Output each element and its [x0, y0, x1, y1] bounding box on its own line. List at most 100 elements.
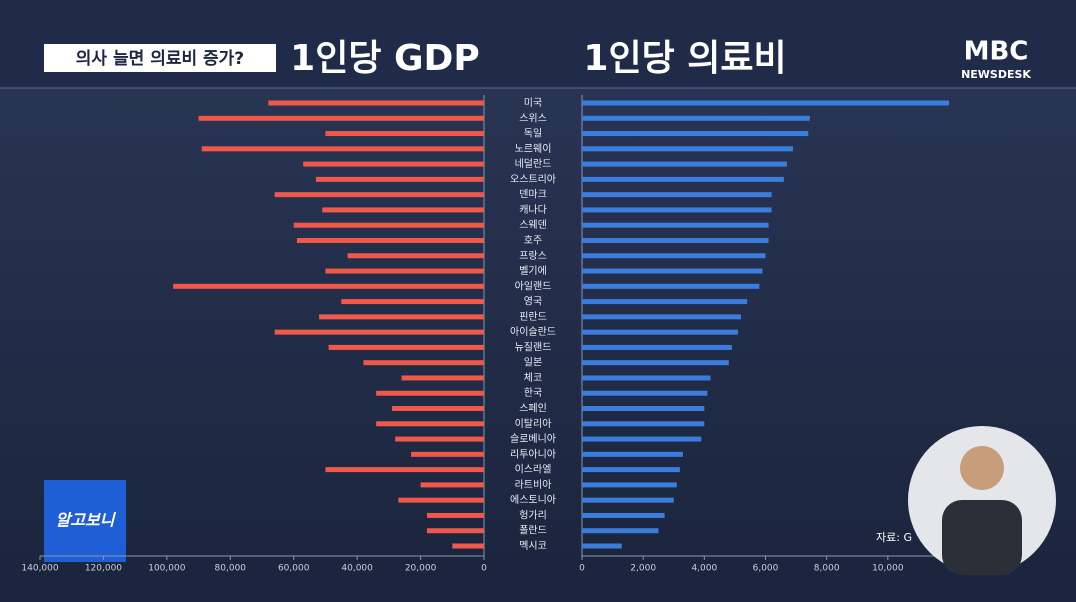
category-label: 벨기에: [519, 265, 547, 277]
bar: [363, 360, 484, 366]
category-label: 뉴질랜드: [515, 341, 552, 353]
bar: [582, 528, 659, 534]
category-label: 오스트리아: [510, 173, 556, 185]
bar: [274, 329, 484, 335]
category-label: 덴마크: [519, 189, 547, 201]
x-tick-label: 20,000: [405, 564, 437, 574]
bar: [582, 161, 787, 167]
bar: [582, 207, 772, 213]
category-label: 스페인: [519, 403, 547, 415]
bar: [173, 283, 484, 289]
badge-box: [44, 480, 126, 562]
bar: [582, 512, 665, 518]
category-label: 일본: [524, 357, 542, 369]
bar: [322, 207, 484, 213]
category-label: 에스토니아: [510, 494, 556, 506]
bar: [582, 192, 772, 198]
category-label: 독일: [524, 128, 542, 140]
x-tick-label: 140,000: [21, 564, 58, 574]
category-label: 핀란드: [519, 311, 547, 323]
bar: [401, 375, 484, 381]
bar: [582, 299, 748, 305]
bar: [582, 222, 769, 228]
x-tick-label: 0: [481, 564, 487, 574]
x-tick-label: 120,000: [85, 564, 122, 574]
bar: [582, 375, 711, 381]
category-label: 노르웨이: [515, 143, 552, 155]
plot: 미국스위스독일노르웨이네덜란드오스트리아덴마크캐나다스웨덴호주프랑스벨기에아일랜…: [21, 95, 949, 574]
logo: MBC: [964, 37, 1029, 67]
x-tick-label: 4,000: [691, 564, 717, 574]
signer: [942, 500, 1022, 575]
source: 자료: G: [876, 531, 912, 544]
bar: [582, 176, 784, 182]
category-label: 체코: [524, 372, 542, 384]
category-label: 아일랜드: [515, 280, 552, 292]
bar: [198, 115, 485, 121]
bar: [296, 237, 484, 243]
bar: [426, 528, 484, 534]
bar: [376, 421, 484, 427]
bar: [315, 176, 484, 182]
title-left: 1인당 GDP: [290, 38, 480, 79]
bar: [325, 268, 484, 274]
bar: [201, 146, 484, 152]
bar: [582, 268, 763, 274]
category-label: 라트비아: [515, 479, 552, 491]
bar: [582, 451, 683, 457]
bar: [325, 131, 484, 137]
category-label: 한국: [524, 387, 542, 399]
bar: [452, 543, 484, 549]
bar: [268, 100, 484, 106]
category-label: 이스라엘: [515, 463, 552, 476]
bar: [582, 543, 622, 549]
bar: [582, 436, 702, 442]
bar: [376, 390, 484, 396]
bar: [582, 131, 809, 137]
bar: [293, 222, 484, 228]
bar: [411, 451, 484, 457]
x-tick-label: 2,000: [630, 564, 656, 574]
category-label: 리투아니아: [510, 448, 556, 460]
bar: [582, 344, 732, 350]
bar: [426, 512, 484, 518]
category-label: 아이슬란드: [510, 326, 556, 338]
category-label: 영국: [524, 296, 542, 308]
bar: [325, 467, 484, 473]
bar: [582, 497, 674, 503]
category-label: 스웨덴: [519, 219, 547, 231]
bar: [582, 253, 766, 259]
bar: [582, 314, 742, 320]
bar: [582, 482, 677, 488]
bar: [274, 192, 484, 198]
category-label: 이탈리아: [515, 417, 552, 430]
category-label: 폴란드: [519, 525, 547, 537]
category-label: 헝가리: [519, 509, 547, 521]
category-label: 프랑스: [519, 250, 547, 262]
x-tick-label: 40,000: [341, 564, 373, 574]
x-tick-label: 60,000: [278, 564, 310, 574]
category-label: 호주: [524, 234, 542, 246]
bar: [582, 283, 760, 289]
bar: [582, 115, 810, 121]
caption-box: [44, 44, 276, 72]
signer-head: [960, 446, 1004, 490]
x-tick-label: 80,000: [215, 564, 247, 574]
caption: 의사 늘면 의료비 증가?: [76, 49, 244, 69]
x-tick-label: 8,000: [814, 564, 840, 574]
bar: [582, 467, 680, 473]
category-label: 네덜란드: [515, 158, 552, 170]
bar: [303, 161, 484, 167]
category-label: 스위스: [519, 111, 547, 124]
category-label: 미국: [524, 97, 542, 109]
bar: [582, 421, 705, 427]
x-tick-label: 0: [579, 564, 585, 574]
bar: [582, 237, 769, 243]
bar: [392, 406, 484, 412]
bar: [420, 482, 484, 488]
bar: [341, 299, 484, 305]
x-tick-label: 6,000: [753, 564, 779, 574]
logo-sub: NEWSDESK: [961, 68, 1031, 81]
bar: [395, 436, 484, 442]
